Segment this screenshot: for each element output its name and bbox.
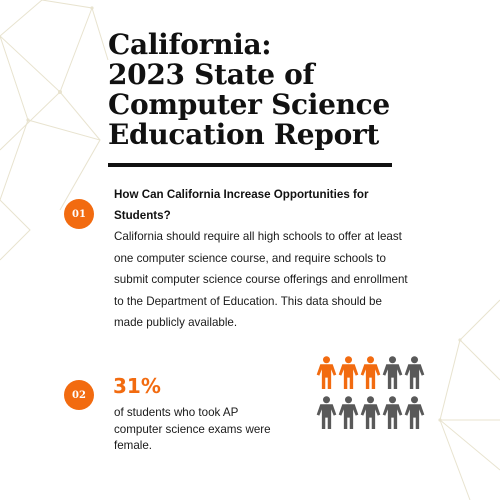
person-icon: [316, 396, 337, 429]
person-icon-highlighted: [338, 356, 359, 389]
title-line-3: Computer Science: [108, 88, 390, 121]
stat-caption: of students who took AP computer science…: [114, 406, 271, 452]
stat-value: 31%: [113, 374, 161, 398]
title-line-4: Education Report: [108, 118, 380, 151]
title-line-2: 2023 State of: [108, 58, 315, 91]
section-1-number-badge: 01: [64, 199, 94, 229]
section-1-body: California should require all high schoo…: [114, 230, 408, 329]
person-icon: [360, 396, 381, 429]
person-icon: [404, 396, 425, 429]
page-title: California: 2023 State of Computer Scien…: [108, 30, 408, 150]
title-divider: [108, 163, 392, 167]
person-icon-highlighted: [316, 356, 337, 389]
section-2-number-badge: 02: [64, 380, 94, 410]
title-line-1: California:: [108, 28, 272, 61]
person-icon: [404, 356, 425, 389]
person-icon: [382, 356, 403, 389]
person-icon: [382, 396, 403, 429]
people-pictograph: [316, 356, 428, 432]
person-icon-highlighted: [360, 356, 381, 389]
section-1-heading: How Can California Increase Opportunitie…: [114, 188, 369, 222]
person-icon: [338, 396, 359, 429]
